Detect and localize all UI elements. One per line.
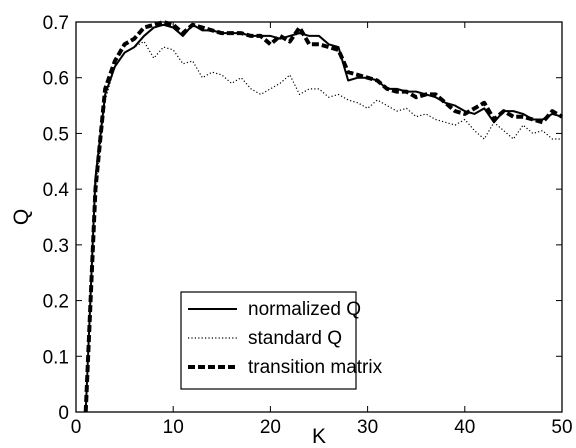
x-tick-label: 0 bbox=[71, 417, 82, 438]
x-tick-label: 40 bbox=[454, 417, 475, 438]
legend-label: normalized Q bbox=[248, 299, 361, 320]
y-tick-label: 0.6 bbox=[43, 69, 69, 90]
series-normalized-Q-line bbox=[84, 23, 563, 413]
axis-ticks: 0 10 20 30 40 50 0 0.1 0.2 0.3 0.4 0.5 0.6 0.7 bbox=[43, 13, 573, 438]
series-standard-Q-line bbox=[85, 40, 562, 413]
x-tick-label: 50 bbox=[551, 417, 572, 438]
x-axis-label: K bbox=[312, 425, 326, 448]
x-tick-label: 30 bbox=[357, 417, 378, 438]
y-tick-label: 0.1 bbox=[43, 347, 69, 368]
legend-label: standard Q bbox=[248, 328, 342, 349]
y-tick-label: 0.2 bbox=[43, 292, 69, 313]
y-tick-label: 0 bbox=[58, 403, 69, 424]
x-tick-label: 20 bbox=[260, 417, 281, 438]
y-tick-label: 0.4 bbox=[43, 180, 70, 201]
y-tick-label: 0.7 bbox=[43, 13, 69, 34]
legend-label: transition matrix bbox=[248, 357, 383, 378]
y-tick-label: 0.5 bbox=[43, 124, 69, 145]
y-tick-label: 0.3 bbox=[43, 236, 69, 257]
legend: normalized Q standard Q transition matrix bbox=[180, 291, 383, 390]
plot-frame bbox=[75, 21, 563, 413]
x-tick-label: 10 bbox=[163, 417, 184, 438]
y-axis-label: Q bbox=[10, 209, 33, 225]
